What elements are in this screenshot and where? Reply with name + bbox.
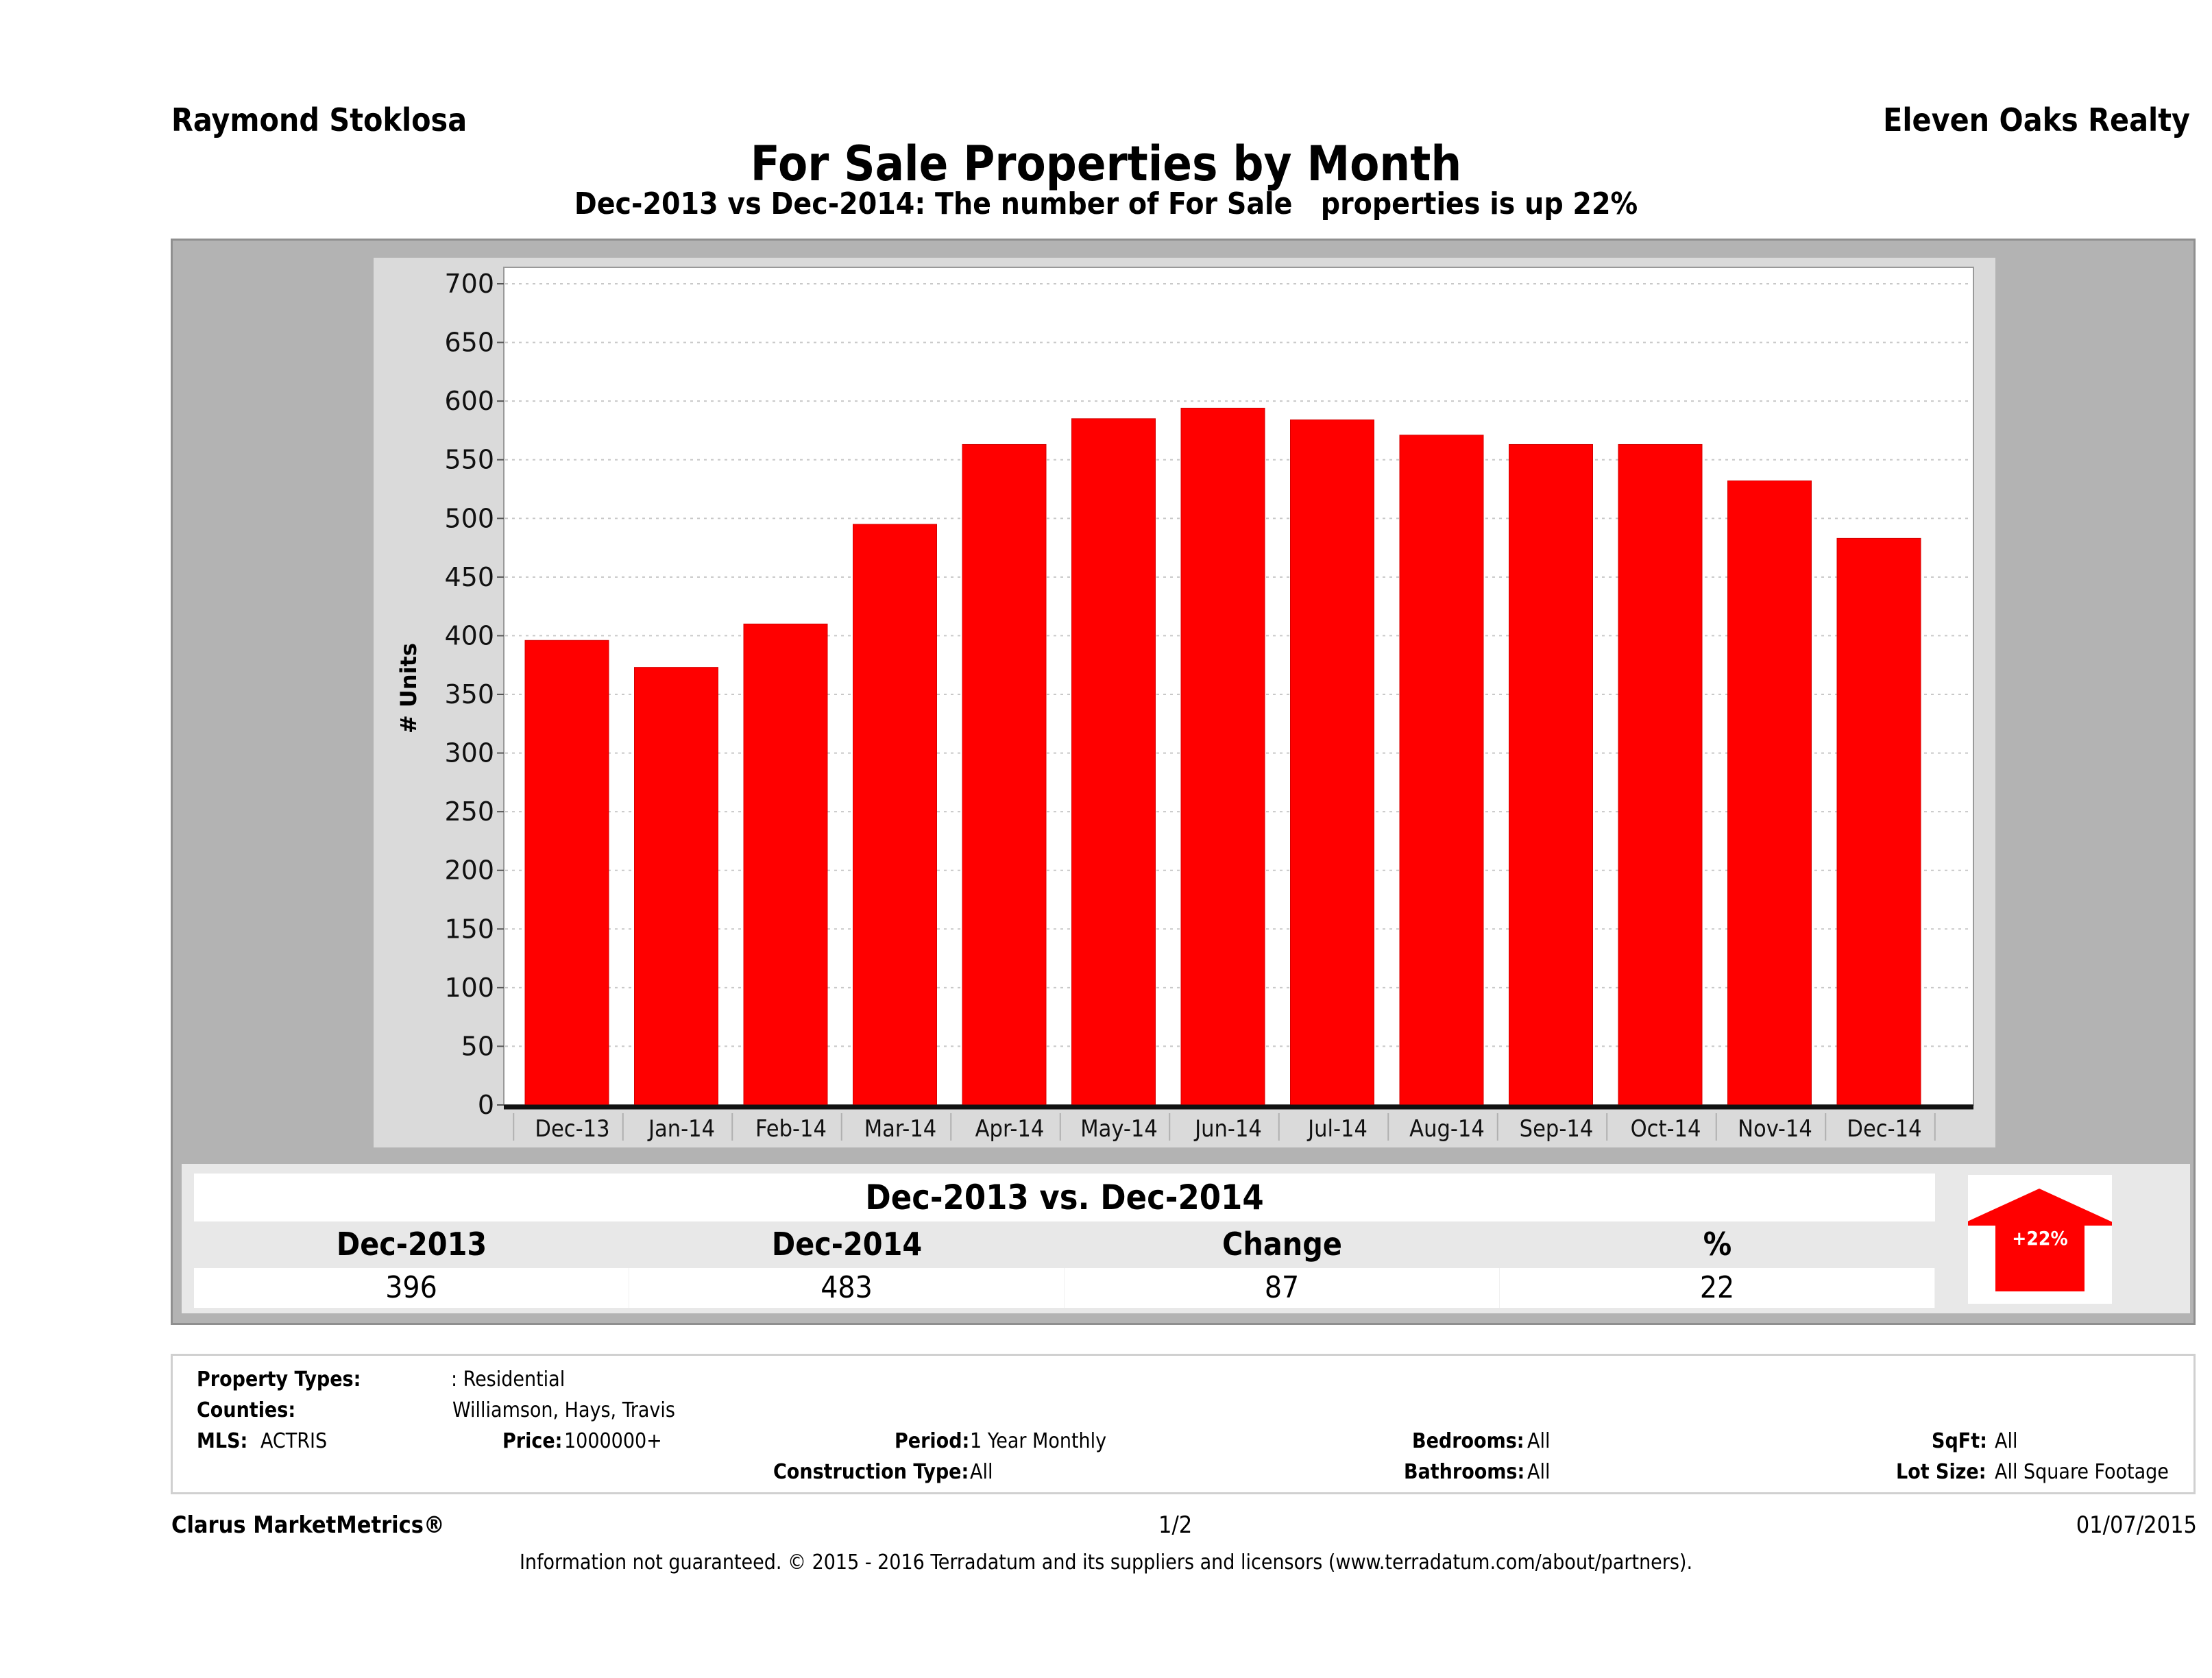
agent-name: Raymond Stoklosa: [171, 101, 467, 138]
x-tick-label: Dec-14: [1847, 1115, 1921, 1143]
brokerage-name: Eleven Oaks Realty: [1883, 101, 2190, 138]
summary-col-end: Dec-2014: [771, 1226, 923, 1263]
y-tick-label: 400: [444, 620, 494, 650]
y-tick-label: 350: [444, 679, 494, 709]
counties-label: Counties:: [197, 1398, 296, 1422]
trend-badge: [1958, 1175, 2120, 1304]
page-number: 1/2: [1158, 1511, 1193, 1539]
bar-chart: 0 50 100 150 200 250 300 350 400 450 500 550 600 650 7…: [396, 267, 1974, 1143]
report-date: 01/07/2015: [2076, 1511, 2197, 1539]
bathrooms-label: Bathrooms:: [1404, 1460, 1525, 1484]
y-axis-label: # Units: [396, 643, 422, 733]
summary-col-start: Dec-2013: [336, 1226, 487, 1263]
x-tick-label: Sep-14: [1520, 1115, 1594, 1143]
summary-heading: Dec-2013 vs. Dec-2014: [194, 1174, 1935, 1221]
lot-size-value: All Square Footage: [1995, 1460, 2169, 1484]
price-label: Price:: [502, 1429, 563, 1453]
bar-aug-14: [1399, 435, 1484, 1106]
period-label: Period:: [895, 1429, 970, 1453]
bar-nov-14: [1727, 481, 1812, 1106]
filter-details: [171, 1354, 2196, 1494]
bar-dec-13: [524, 640, 609, 1106]
y-tick-label: 50: [461, 1031, 494, 1061]
summary-col-percent: %: [1703, 1226, 1732, 1263]
x-tick-label: Oct-14: [1631, 1115, 1701, 1143]
bedrooms-value: All: [1527, 1429, 1551, 1453]
x-tick-label: Mar-14: [864, 1115, 937, 1143]
y-tick-label: 100: [444, 973, 494, 1003]
x-tick-label: Feb-14: [755, 1115, 827, 1143]
y-tick-label: 650: [444, 328, 494, 358]
lot-size-label: Lot Size:: [1896, 1460, 1986, 1484]
summary-column-headers: Dec-2013 Dec-2014 Change %: [194, 1221, 1935, 1267]
y-tick-label: 700: [444, 269, 494, 299]
summary-values-row: 396 483 87 22: [194, 1268, 1935, 1308]
bar-dec-14: [1836, 537, 1921, 1106]
y-tick-label: 200: [444, 855, 494, 886]
x-tick-label: May-14: [1080, 1115, 1158, 1143]
y-tick-label: 0: [478, 1090, 494, 1120]
x-tick-label: Jul-14: [1306, 1115, 1368, 1143]
y-tick-label: 450: [444, 562, 494, 592]
construction-type-label: Construction Type:: [773, 1460, 969, 1484]
x-tick-label: Apr-14: [975, 1115, 1045, 1143]
summary-value-change: 87: [1065, 1268, 1500, 1308]
period-value: 1 Year Monthly: [970, 1429, 1107, 1453]
price-value: 1000000+: [564, 1429, 662, 1453]
page-subtitle: Dec-2013 vs Dec-2014: The number of For …: [574, 186, 1638, 221]
y-tick-label: 300: [444, 738, 494, 768]
summary-value-end: 483: [629, 1268, 1065, 1308]
y-tick-label: 600: [444, 386, 494, 416]
summary-value-percent: 22: [1500, 1268, 1935, 1308]
property-types-label: Property Types:: [197, 1367, 361, 1391]
x-tick-label: Aug-14: [1409, 1115, 1485, 1143]
trend-badge-label: +22%: [2012, 1227, 2068, 1250]
bar-sep-14: [1509, 443, 1593, 1106]
bar-jan-14: [634, 667, 718, 1106]
x-tick-label: Nov-14: [1738, 1115, 1812, 1143]
counties-value: Williamson, Hays, Travis: [452, 1398, 675, 1422]
y-tick-label: 250: [444, 797, 494, 827]
construction-type-value: All: [970, 1460, 993, 1484]
bar-apr-14: [962, 443, 1047, 1106]
bar-may-14: [1071, 418, 1156, 1106]
disclaimer: Information not guaranteed. © 2015 - 201…: [519, 1551, 1693, 1574]
bar-jun-14: [1180, 407, 1265, 1106]
bar-jul-14: [1290, 420, 1374, 1106]
mls-value: ACTRIS: [260, 1429, 328, 1453]
sqft-value: All: [1995, 1429, 2018, 1453]
property-types-value: : Residential: [451, 1367, 566, 1391]
y-tick-label: 150: [444, 914, 494, 944]
y-tick-label: 500: [444, 503, 494, 533]
chart-panel: 0 50 100 150 200 250 300 350 400 450 500 550 600 650 7…: [374, 258, 1995, 1147]
summary-value-start: 396: [194, 1268, 629, 1308]
bathrooms-value: All: [1527, 1460, 1551, 1484]
mls-label: MLS:: [197, 1429, 248, 1453]
x-tick-label: Jan-14: [647, 1115, 715, 1143]
bar-feb-14: [743, 623, 828, 1106]
page-title: For Sale Properties by Month: [750, 136, 1462, 192]
footer-brand: Clarus MarketMetrics®: [171, 1511, 445, 1539]
bar-oct-14: [1618, 443, 1703, 1106]
summary-col-change: Change: [1222, 1226, 1342, 1263]
bar-mar-14: [853, 524, 937, 1106]
x-tick-label: Dec-13: [535, 1115, 609, 1143]
sqft-label: SqFt:: [1932, 1429, 1987, 1453]
y-tick-label: 550: [444, 445, 494, 475]
x-tick-label: Jun-14: [1193, 1115, 1262, 1143]
up-arrow-icon: [1958, 1189, 2120, 1291]
bedrooms-label: Bedrooms:: [1412, 1429, 1524, 1453]
